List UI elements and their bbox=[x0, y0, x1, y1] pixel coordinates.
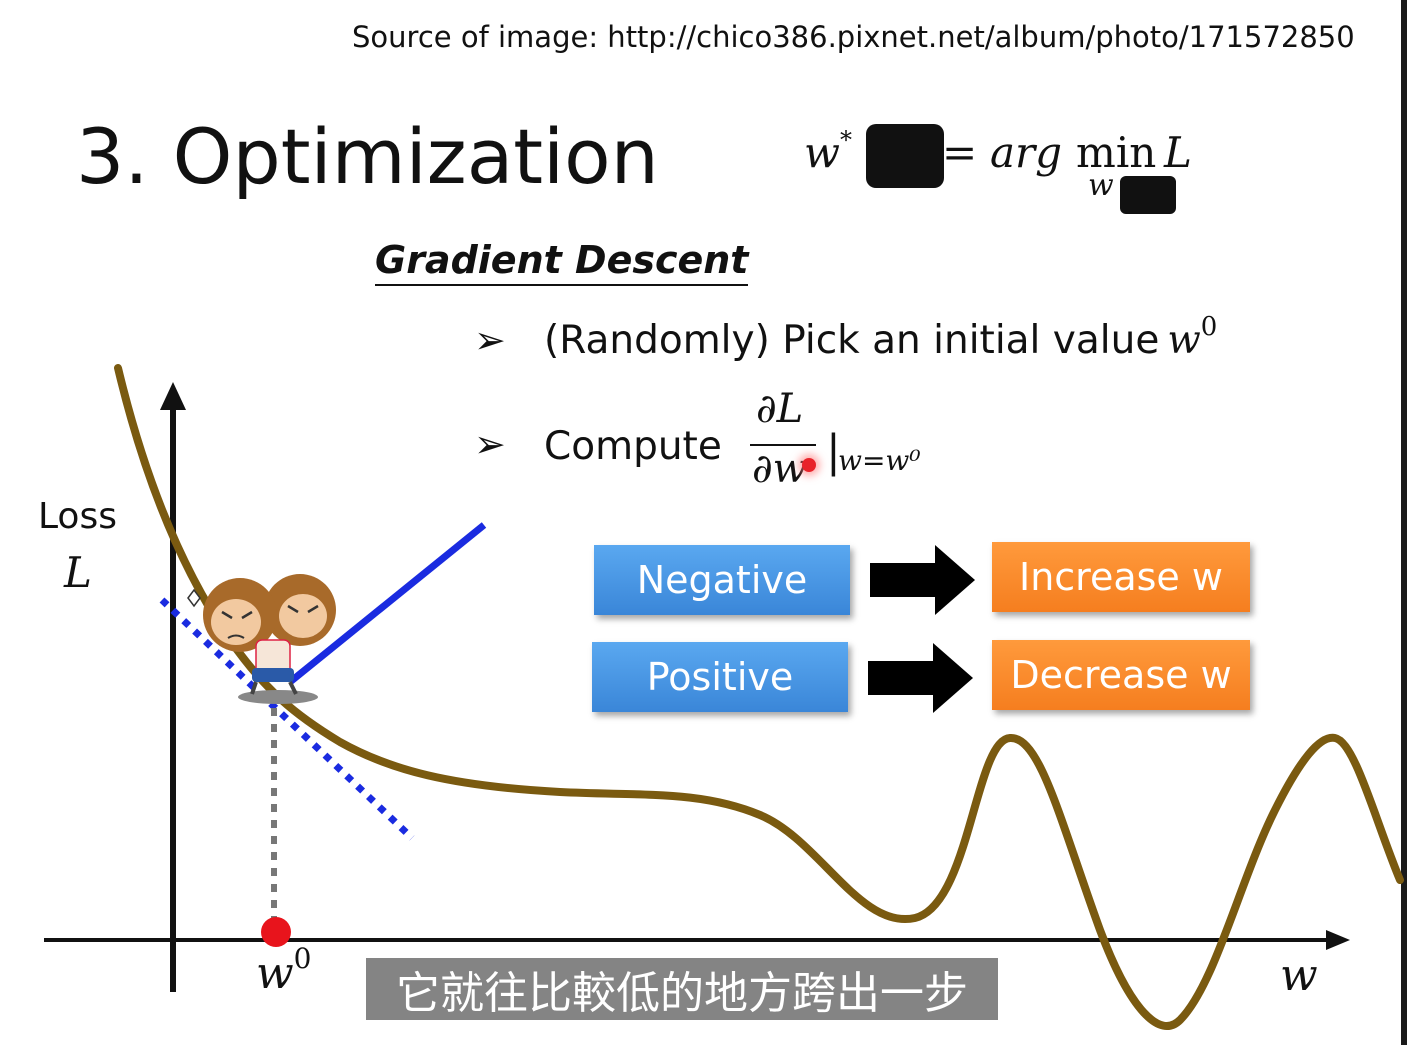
window-right-edge bbox=[1401, 0, 1407, 1045]
formula-L: L bbox=[1164, 128, 1192, 177]
formula-equals: = bbox=[942, 128, 978, 177]
formula-arg: arg bbox=[990, 128, 1063, 177]
increase-w-box: Increase w bbox=[992, 542, 1250, 612]
right-arrow-icon bbox=[933, 643, 973, 713]
tangent-line bbox=[159, 597, 415, 841]
bullet-compute: Compute bbox=[544, 424, 722, 469]
derivative-expression: ∂L ∂w | w=w⁰ bbox=[748, 386, 948, 506]
argmin-formula: w * = arg min L w bbox=[804, 118, 1224, 228]
decrease-w-box: Decrease w bbox=[992, 640, 1250, 710]
formula-subscript-redaction-box bbox=[1120, 176, 1176, 214]
fraction-line bbox=[750, 444, 816, 446]
derivative-denominator: ∂w bbox=[752, 446, 807, 492]
evaluation-bar: | bbox=[826, 426, 841, 477]
direction-line bbox=[287, 522, 487, 685]
laser-pointer-dot bbox=[802, 458, 816, 472]
x-axis-arrowhead bbox=[1326, 930, 1350, 950]
bullet-pick-var: w bbox=[1167, 318, 1201, 363]
negative-box: Negative bbox=[594, 545, 850, 615]
x-axis-label: w bbox=[1280, 950, 1318, 1001]
right-arrow-icon bbox=[935, 545, 975, 615]
w0-tick-label: w0 bbox=[256, 942, 312, 999]
formula-min: min bbox=[1076, 128, 1157, 177]
arrowhead-bullet-icon: ➢ bbox=[474, 422, 506, 466]
w0-var: w bbox=[256, 948, 294, 999]
w0-point bbox=[261, 917, 291, 947]
y-axis-arrowhead bbox=[160, 382, 186, 410]
section-heading: Gradient Descent bbox=[375, 238, 749, 286]
formula-subscript: w bbox=[1088, 168, 1114, 203]
y-axis-label-L: L bbox=[64, 548, 92, 597]
bullet-pick-sup: 0 bbox=[1200, 312, 1218, 342]
bullet-pick-initial: (Randomly) Pick an initial value w0 bbox=[544, 312, 1217, 363]
slide-title: 3. Optimization bbox=[76, 112, 659, 201]
loss-curve bbox=[114, 364, 1404, 1030]
monkey-mascot-icon bbox=[187, 574, 336, 704]
derivative-numerator: ∂L bbox=[756, 386, 804, 432]
video-subtitle: 它就往比較低的地方跨出一步 bbox=[366, 958, 998, 1020]
positive-box: Positive bbox=[592, 642, 848, 712]
w0-sup: 0 bbox=[293, 942, 312, 975]
image-source-caption: Source of image: http://chico386.pixnet.… bbox=[352, 20, 1355, 54]
evaluation-point: w=w⁰ bbox=[838, 444, 921, 477]
formula-star: * bbox=[840, 126, 852, 154]
formula-w: w bbox=[804, 128, 840, 177]
y-axis-label-loss: Loss bbox=[38, 496, 117, 537]
bullet-pick-text: (Randomly) Pick an initial value bbox=[544, 318, 1160, 363]
formula-redaction-box bbox=[866, 124, 944, 188]
arrowhead-bullet-icon: ➢ bbox=[474, 318, 506, 362]
